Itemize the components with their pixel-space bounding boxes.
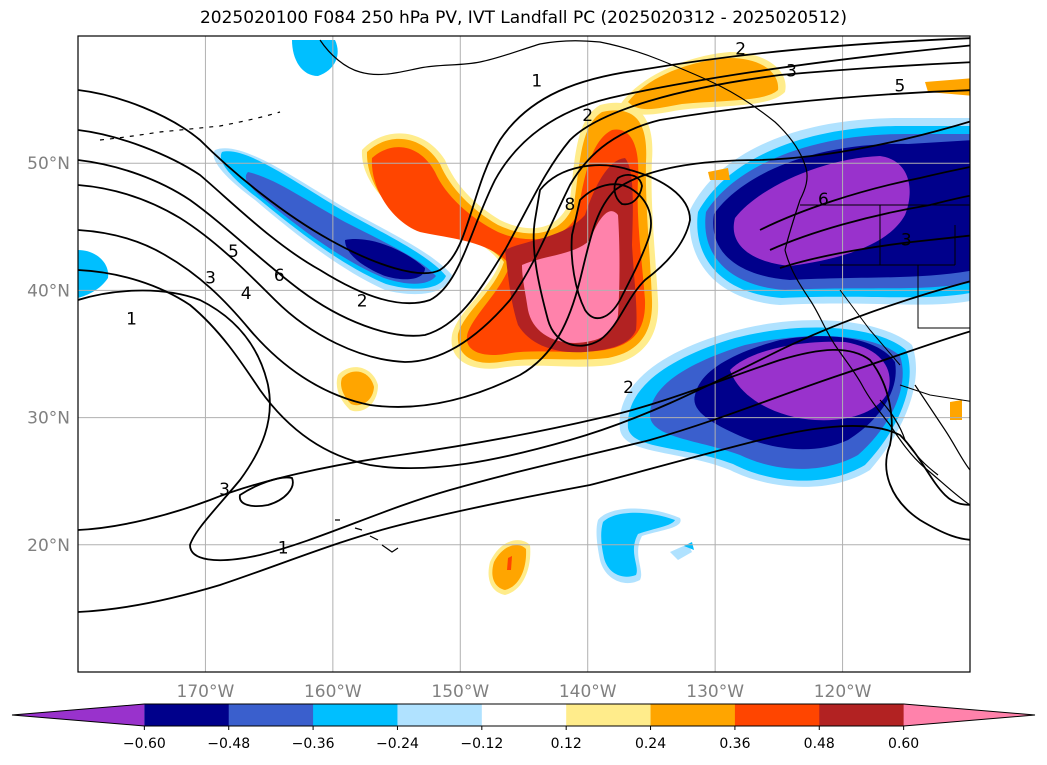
contour-line — [78, 289, 970, 562]
colorbar-swatch — [228, 704, 314, 726]
contour-line — [613, 174, 643, 206]
contour-label: 1 — [278, 538, 289, 558]
contour-label: 2 — [582, 106, 593, 126]
negative-blob-left — [78, 250, 109, 298]
contour-label: 3 — [901, 231, 912, 251]
us-mexico-border — [899, 384, 970, 402]
contour-line — [532, 164, 691, 347]
colorbar-tick-label: 0.12 — [551, 736, 582, 752]
lat-tick-label: 50°N — [27, 154, 70, 174]
contour-line — [78, 269, 970, 470]
colorbar-swatch — [12, 704, 145, 726]
colorbar-tick-label: −0.36 — [292, 736, 335, 752]
contour-label: 1 — [126, 309, 137, 329]
colorbar-swatch — [903, 704, 1035, 726]
colorbar-swatch — [566, 704, 652, 726]
colorbar-tick-label: 0.36 — [719, 736, 750, 752]
contour-label: 2 — [623, 378, 634, 398]
contour-label: 5 — [895, 77, 906, 97]
contour-line — [78, 37, 970, 274]
lat-tick-label: 40°N — [27, 281, 70, 301]
gridlines — [78, 36, 970, 672]
lon-tick-label: 140°W — [559, 682, 617, 702]
colorbar-swatch — [397, 704, 483, 726]
contour-label: 6 — [818, 190, 829, 210]
lon-tick-label: 120°W — [814, 682, 872, 702]
colorbar-swatch — [144, 704, 230, 726]
contour-label: 1 — [531, 72, 542, 92]
colorbar: −0.60 −0.48 −0.36 −0.24 −0.12 0.12 0.24 0.36 0.4… — [11, 703, 1036, 752]
contour-label: 4 — [241, 284, 252, 304]
contour-line — [78, 44, 970, 304]
contour-label: 6 — [274, 266, 285, 286]
positive-blob-south-central — [336, 367, 378, 412]
contour-line — [78, 89, 970, 363]
colorbar-tick-label: −0.48 — [207, 736, 250, 752]
map-frame — [77, 35, 971, 673]
contour-line — [78, 61, 970, 337]
contour-label: 3 — [219, 480, 230, 500]
contour-label: 3 — [786, 61, 797, 81]
contour-line — [78, 348, 970, 541]
shading-layer — [78, 40, 970, 595]
colorbar-swatch — [650, 704, 736, 726]
contour-line — [570, 183, 652, 320]
colorbar-tick-label: −0.60 — [123, 736, 166, 752]
colorbar-tick-label: −0.12 — [460, 736, 503, 752]
colorbar-tick-label: 0.60 — [888, 736, 919, 752]
negative-anomaly-southeast — [619, 320, 916, 487]
contour-line — [78, 120, 970, 408]
lat-tick-label: 20°N — [27, 536, 70, 556]
contour-line — [78, 425, 970, 613]
lon-tick-label: 170°W — [177, 682, 235, 702]
state-borders — [820, 205, 970, 366]
contour-line — [769, 194, 970, 251]
negative-anomaly-northeast — [689, 118, 970, 305]
coastlines — [99, 39, 970, 553]
hawaii-islands — [335, 519, 399, 553]
positive-blob-small — [708, 168, 730, 180]
gulf-of-california-coast — [914, 384, 970, 471]
colorbar-tick-label: −0.24 — [376, 736, 419, 752]
latitude-labels: 20°N 30°N 40°N 50°N — [27, 154, 70, 556]
figure-title: 2025020100 F084 250 hPa PV, IVT Landfall… — [199, 8, 847, 28]
contour-label: 3 — [205, 269, 216, 289]
colorbar-tick-label: 0.24 — [635, 736, 666, 752]
contour-label: 8 — [564, 195, 575, 215]
contour-label: 2 — [735, 40, 746, 60]
contour-line — [759, 166, 970, 231]
positive-blob-hawaii-west — [488, 540, 531, 595]
lon-tick-label: 150°W — [431, 682, 489, 702]
aleutian-islands — [99, 111, 281, 141]
lat-tick-label: 30°N — [27, 409, 70, 429]
contour-label: 2 — [357, 292, 368, 312]
colorbar-swatch — [313, 704, 398, 726]
pv-contours — [78, 37, 970, 613]
negative-blob-hawaii-east — [596, 508, 694, 584]
contour-label: 5 — [228, 242, 239, 262]
colorbar-swatch — [481, 704, 567, 726]
alaska-coastline — [319, 39, 808, 251]
colorbar-swatch — [734, 704, 820, 726]
colorbar-swatch — [819, 704, 905, 726]
contour-line — [779, 234, 970, 269]
colorbar-tick-label: 0.48 — [804, 736, 835, 752]
lon-tick-label: 130°W — [686, 682, 744, 702]
positive-blob-baja — [950, 400, 962, 420]
lon-tick-label: 160°W — [304, 682, 362, 702]
longitude-labels: 170°W 160°W 150°W 140°W 130°W 120°W — [177, 682, 872, 702]
